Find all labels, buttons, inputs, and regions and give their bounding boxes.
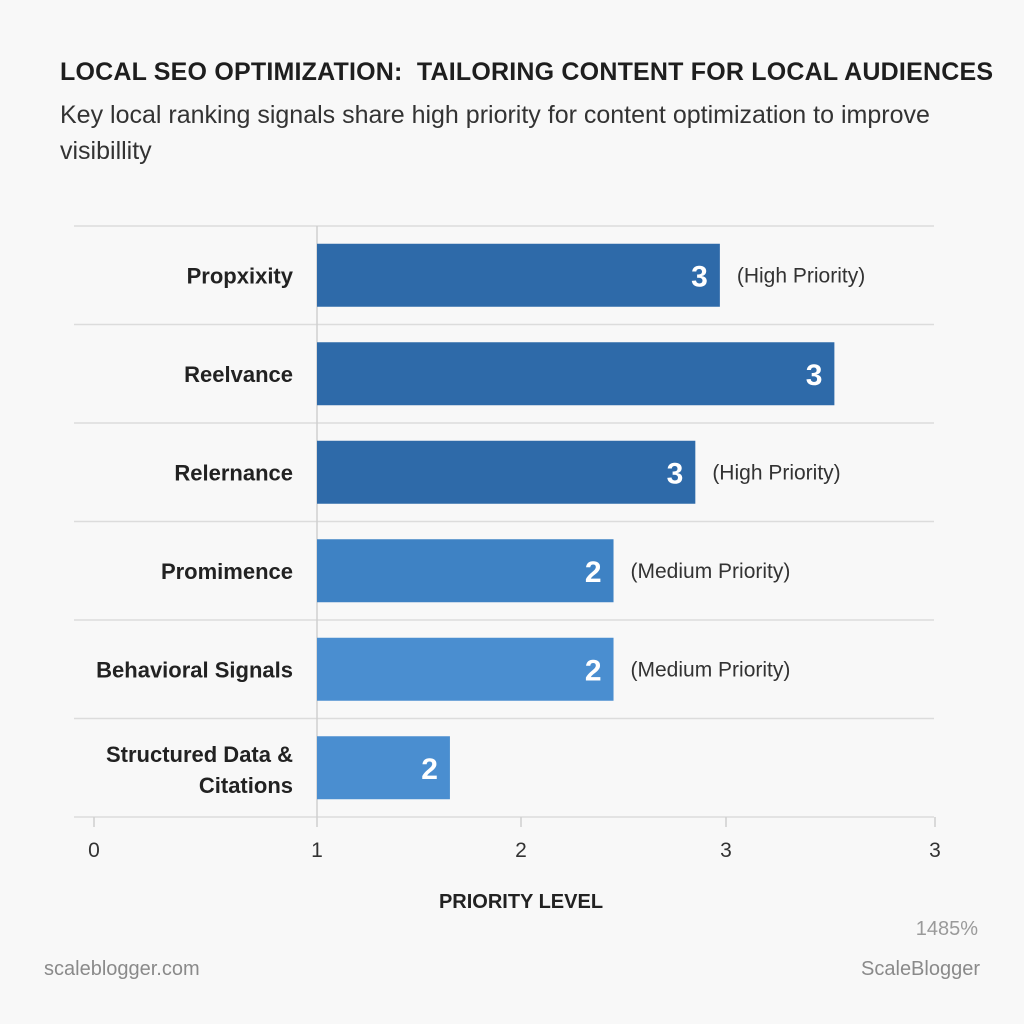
chart-subtitle: Key local ranking signals share high pri… — [60, 101, 930, 165]
x-tick-label: 2 — [515, 839, 527, 862]
x-tick-label: 1 — [311, 839, 323, 862]
zoom-level: 1485% — [915, 918, 978, 940]
category-label: Reelvance — [184, 362, 293, 387]
bar-value-label: 2 — [421, 753, 438, 786]
x-tick-label: 3 — [929, 839, 941, 862]
category-label: Promimence — [161, 559, 293, 584]
bar-value-label: 2 — [585, 654, 602, 687]
bar-value-label: 3 — [667, 457, 684, 490]
category-label: Behavioral Signals — [96, 657, 293, 682]
bar — [317, 440, 696, 504]
x-axis-label: PRIORITY LEVEL — [439, 891, 603, 913]
x-tick-label: 3 — [720, 839, 732, 862]
x-tick-label: 0 — [88, 839, 100, 862]
priority-annotation: (Medium Priority) — [631, 658, 791, 681]
category-label: Structured Data & Citations — [106, 742, 293, 798]
bar — [317, 736, 450, 800]
bar-value-label: 3 — [806, 359, 823, 392]
bar-value-label: 2 — [585, 556, 602, 589]
brand-credit: ScaleBlogger — [861, 958, 980, 980]
chart-title: LOCAL SEO OPTIMIZATION: TAILORING CONTEN… — [60, 58, 994, 86]
priority-annotation: (Medium Priority) — [631, 560, 791, 583]
bar-value-label: 3 — [691, 260, 708, 293]
bar — [317, 342, 835, 406]
bar — [317, 243, 720, 307]
category-label: Relernance — [174, 460, 293, 485]
bar — [317, 637, 614, 701]
source-credit: scaleblogger.com — [44, 958, 200, 980]
bar — [317, 539, 614, 603]
category-label: Propxixity — [187, 263, 294, 288]
priority-annotation: (High Priority) — [712, 461, 840, 484]
priority-annotation: (High Priority) — [737, 264, 865, 287]
